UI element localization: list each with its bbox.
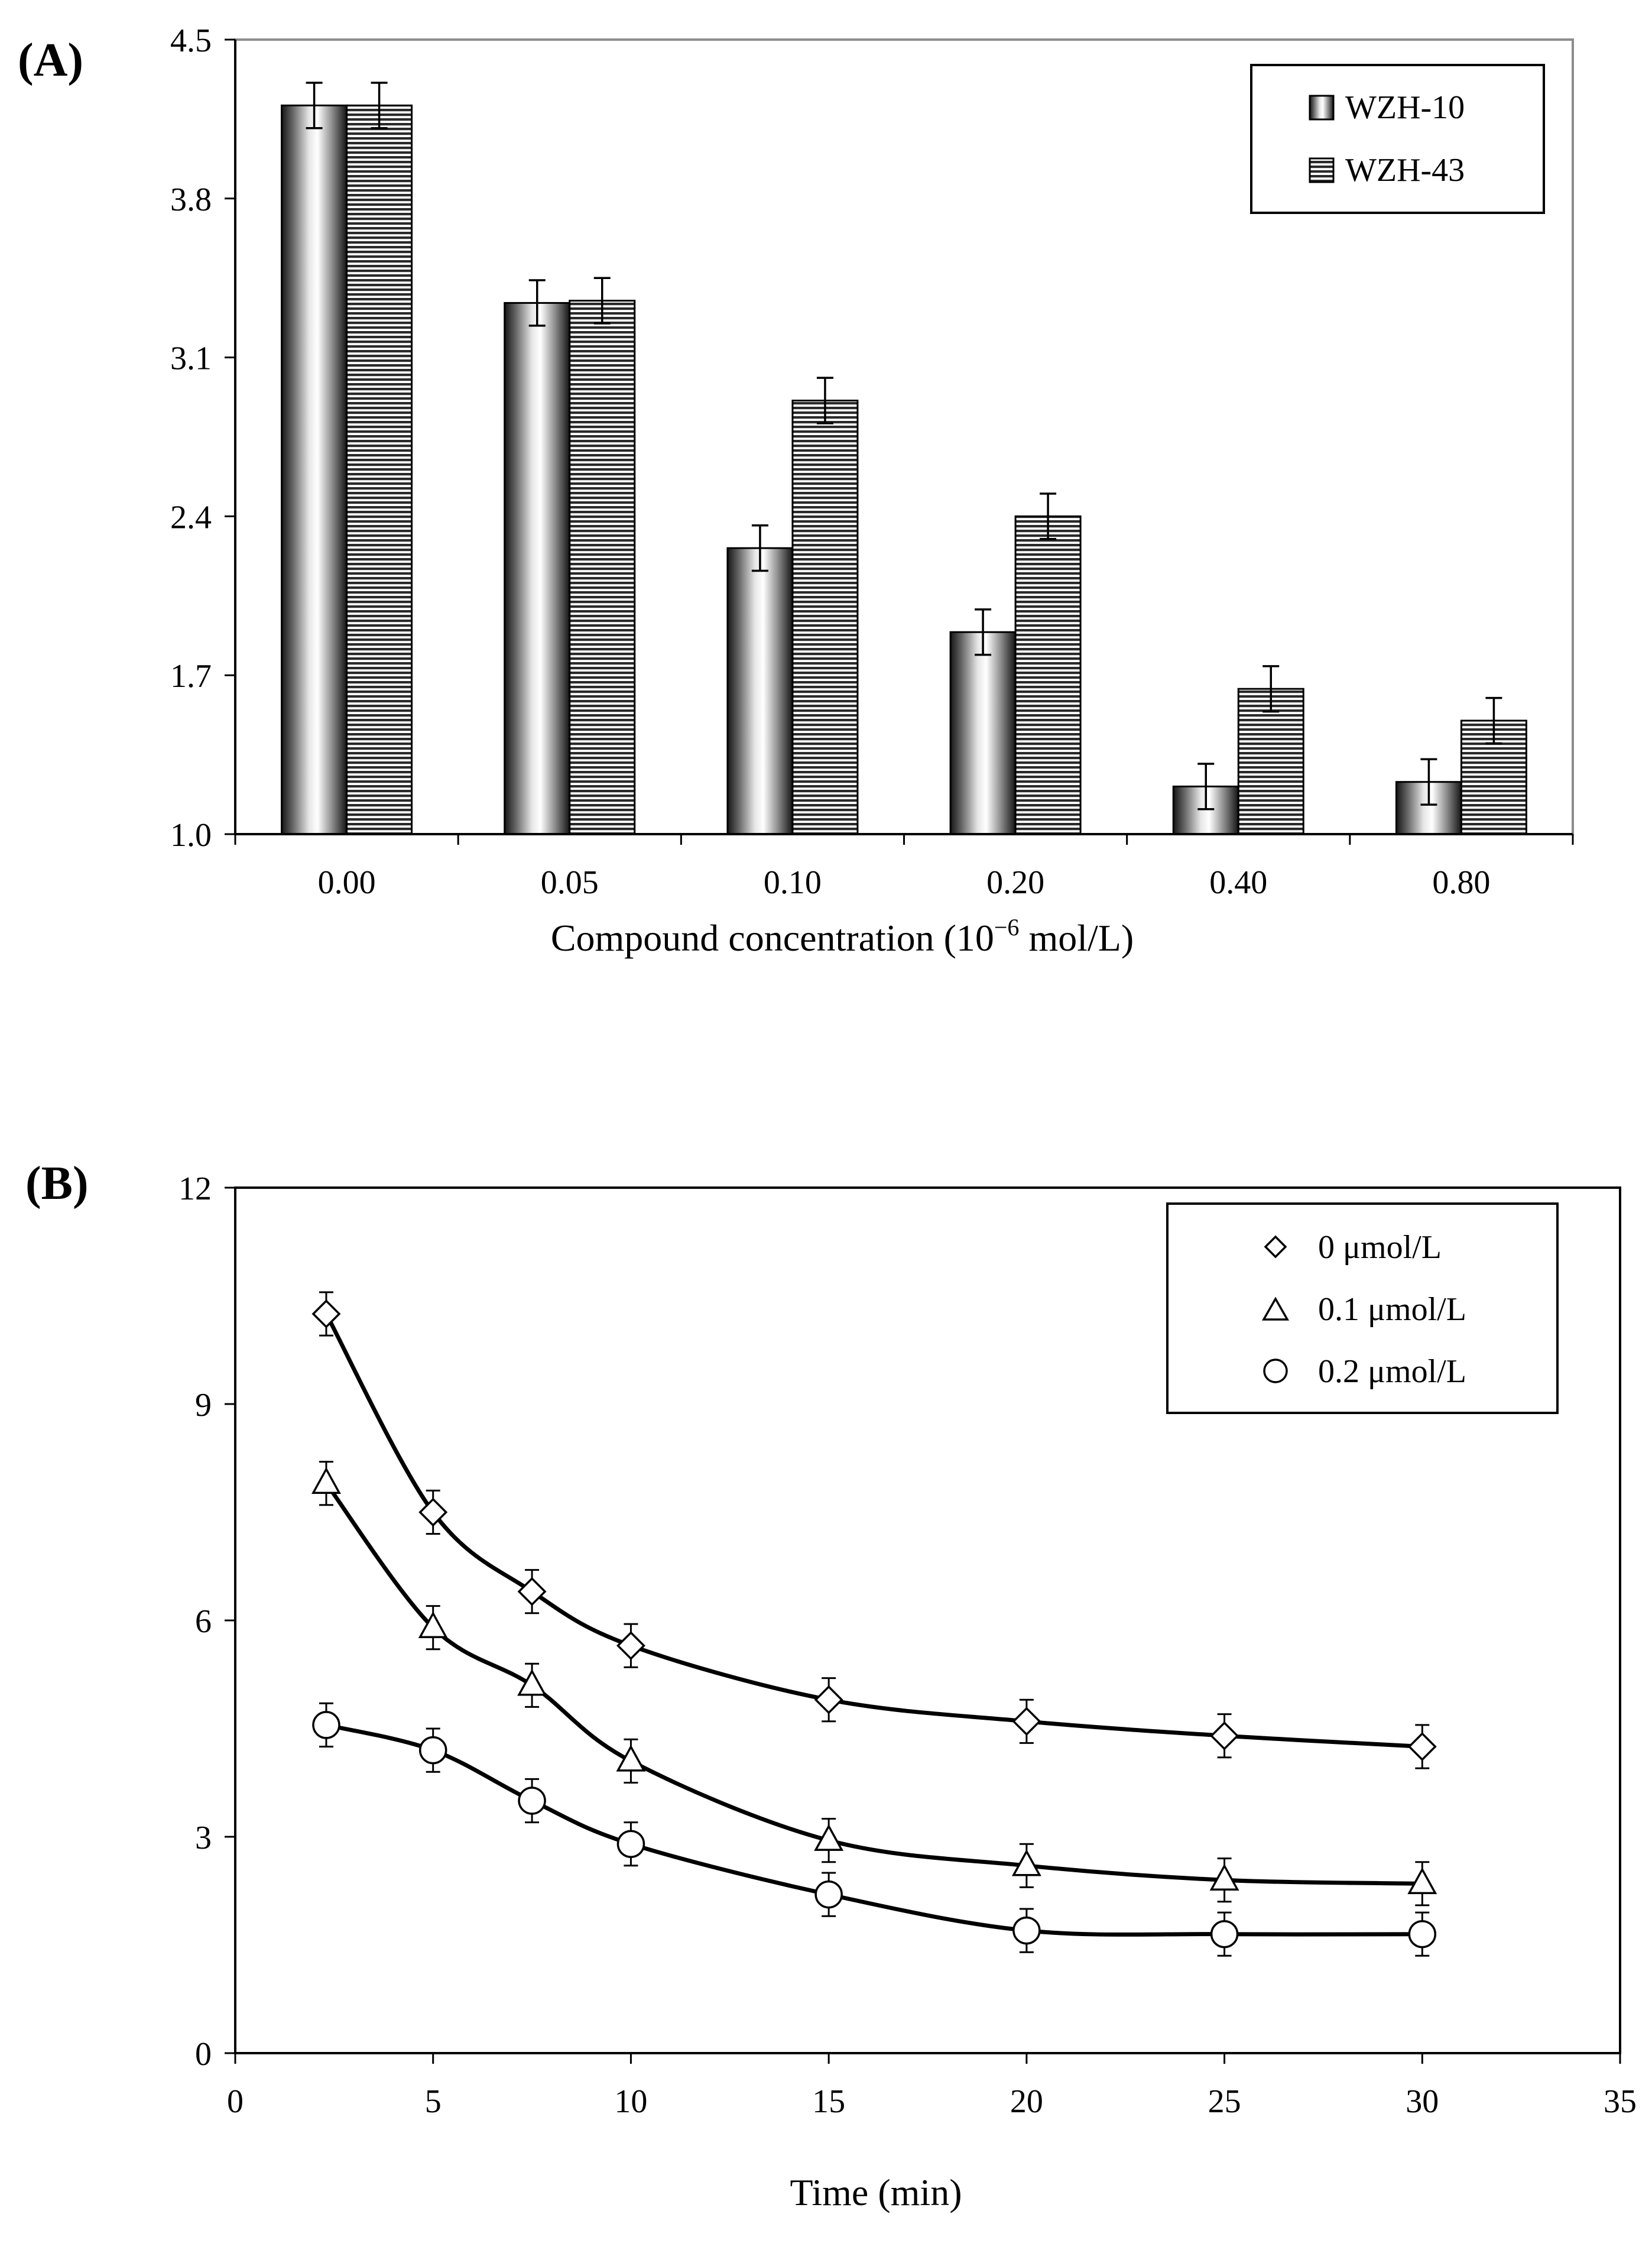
bar [791, 400, 859, 835]
x-axis-label-a: Compound concentration (10−6 mol/L) [551, 914, 1134, 959]
legend-marker-diamond [1264, 1235, 1287, 1259]
bar [949, 631, 1017, 835]
legend-item: WZH-10 [1309, 89, 1465, 126]
data-point-diamond [418, 1497, 448, 1527]
x-tick-label: 35 [1604, 2083, 1637, 2120]
bar [726, 547, 794, 835]
data-point-circle [312, 1711, 340, 1739]
x-tick-label: 0.40 [1209, 864, 1267, 901]
data-point-circle [1210, 1920, 1239, 1949]
bar [346, 104, 413, 835]
x-tick-label: 0 [227, 2083, 244, 2120]
x-tick-label: 0.05 [541, 864, 599, 901]
data-point-diamond [311, 1299, 341, 1328]
data-point-diamond [517, 1577, 547, 1606]
data-point-diamond [616, 1631, 645, 1661]
y-tick-label: 0 [195, 2036, 212, 2073]
bar [1237, 688, 1304, 835]
x-tick-label: 0.20 [986, 864, 1044, 901]
chart-b: (B) 0 3 6 9 12 0 5 10 15 20 25 30 35 Time (min) 0 μm… [25, 1158, 1637, 2213]
data-point-triangle [1407, 1867, 1437, 1895]
bar [504, 301, 571, 835]
axes-group-b: 0 3 6 9 12 0 5 10 15 20 25 30 35 [178, 1171, 1637, 2120]
data-point-triangle [814, 1824, 844, 1851]
data-point-triangle [418, 1611, 448, 1638]
bars-group-a [281, 82, 1527, 835]
data-point-diamond [1210, 1721, 1239, 1750]
legend-swatch-wzh-43 [1309, 157, 1335, 183]
y-tick-label: 1.0 [170, 817, 212, 854]
y-tick-label: 3.1 [170, 341, 212, 377]
series-line [326, 1723, 1423, 1937]
data-point-triangle [616, 1745, 646, 1772]
data-point-diamond [814, 1685, 843, 1714]
x-axis-label-b: Time (min) [790, 2171, 962, 2213]
legend-label-2: 0.2 μmol/L [1318, 1353, 1466, 1390]
data-point-circle [616, 1830, 645, 1858]
data-point-diamond [1012, 1707, 1041, 1736]
legend-swatch-wzh-10 [1309, 95, 1335, 121]
legend-a: WZH-10 WZH-43 [1250, 64, 1545, 214]
data-point-circle [1012, 1916, 1041, 1945]
x-tick-label: 0.10 [764, 864, 822, 901]
series-group-b [311, 1291, 1437, 1957]
panel-label-b: (B) [25, 1158, 89, 1210]
legend-item: 0.2 μmol/L [1263, 1353, 1466, 1390]
legend-item: WZH-43 [1309, 152, 1465, 189]
bar [569, 300, 636, 835]
x-tick-label: 25 [1208, 2083, 1241, 2120]
legend-marker-circle [1263, 1359, 1288, 1383]
legend-label-wzh-10: WZH-10 [1345, 89, 1465, 126]
y-tick-label: 6 [195, 1603, 212, 1640]
x-tick-label: 20 [1010, 2083, 1043, 2120]
axes-group-a: 1.0 1.7 2.4 3.1 3.8 4.5 0.00 0.05 0.10 0.20 0.40 0.… [170, 22, 1574, 901]
data-point-circle [418, 1736, 447, 1765]
data-point-triangle [1209, 1863, 1239, 1891]
data-point-circle [1408, 1920, 1437, 1949]
legend-item: 0.1 μmol/L [1261, 1291, 1466, 1328]
y-tick-label: 3.8 [170, 181, 212, 218]
legend-box-b [1166, 1202, 1559, 1414]
data-point-triangle [517, 1669, 547, 1696]
bar [281, 104, 348, 835]
x-tick-label: 10 [614, 2083, 647, 2120]
y-tick-label: 3 [195, 1820, 212, 1856]
y-tick-label: 1.7 [170, 658, 212, 695]
x-tick-label: 30 [1406, 2083, 1439, 2120]
legend-label-wzh-43: WZH-43 [1345, 152, 1465, 189]
legend-marker-triangle [1261, 1296, 1290, 1321]
data-point-triangle [1011, 1849, 1041, 1876]
data-point-circle [518, 1787, 546, 1815]
legend-label-1: 0.1 μmol/L [1318, 1291, 1466, 1328]
x-tick-label: 0.80 [1432, 864, 1490, 901]
data-point-diamond [1407, 1732, 1437, 1761]
series-line [324, 1482, 1423, 1886]
legend-b: 0 μmol/L 0.1 μmol/L 0.2 μmol/L [1166, 1202, 1559, 1414]
data-point-triangle [311, 1467, 341, 1494]
chart-a: (A) 1.0 1.7 2.4 3.1 3.8 4.5 0.00 0.05 0.10 0.20 0.… [18, 22, 1574, 959]
x-tick-label: 5 [425, 2083, 442, 2120]
legend-item: 0 μmol/L [1264, 1229, 1442, 1266]
x-tick-label: 0.00 [318, 864, 376, 901]
y-tick-label: 12 [178, 1171, 212, 1207]
y-tick-label: 9 [195, 1387, 212, 1424]
x-tick-label: 15 [812, 2083, 845, 2120]
data-point-circle [814, 1880, 843, 1909]
bar [1014, 515, 1082, 835]
panel-label-a: (A) [18, 34, 83, 86]
legend-box-a [1250, 64, 1545, 214]
legend-label-0: 0 μmol/L [1318, 1229, 1442, 1266]
y-tick-label: 2.4 [170, 499, 212, 536]
y-tick-label: 4.5 [170, 22, 212, 59]
